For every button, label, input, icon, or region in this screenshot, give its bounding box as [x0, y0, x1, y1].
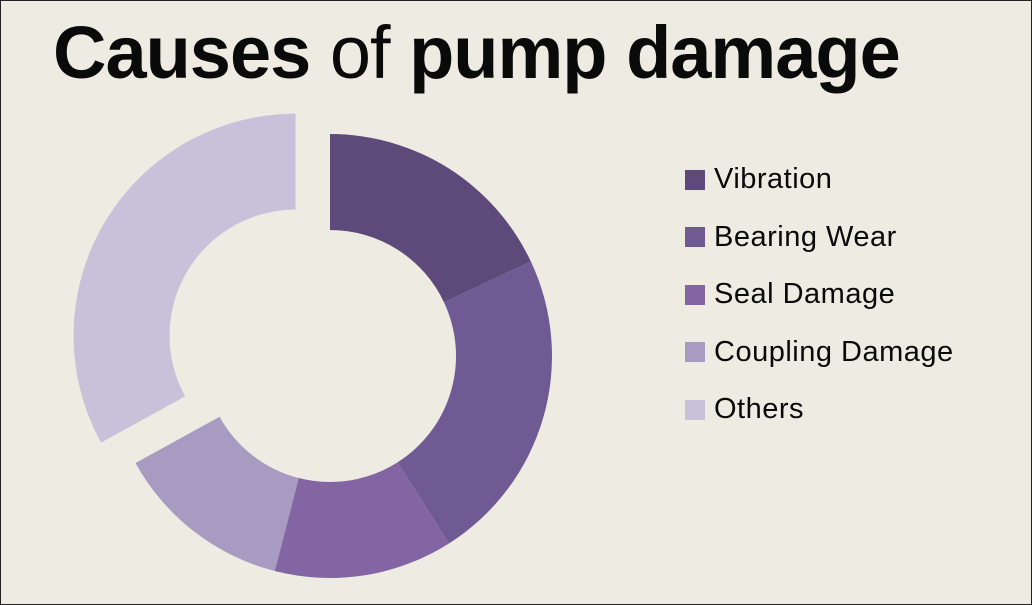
- legend-item-vibration: Vibration: [685, 151, 954, 209]
- legend-item-seal-damage: Seal Damage: [685, 266, 954, 324]
- title-part-of: of: [310, 11, 410, 94]
- legend-swatch: [685, 227, 705, 248]
- legend-item-bearing-wear: Bearing Wear: [685, 209, 954, 267]
- legend-swatch: [685, 284, 705, 305]
- legend: Vibration Bearing Wear Seal Damage Coupling…: [685, 151, 954, 439]
- legend-item-others: Others: [685, 381, 954, 439]
- legend-label: Vibration: [714, 163, 833, 196]
- legend-label: Coupling Damage: [714, 335, 954, 368]
- title-part-pump-damage: pump damage: [409, 11, 901, 94]
- slice-coupling-damage: [135, 416, 299, 572]
- slice-vibration: [330, 134, 531, 303]
- legend-item-coupling-damage: Coupling Damage: [685, 324, 954, 382]
- legend-label: Bearing Wear: [714, 220, 897, 253]
- slice-seal-damage: [274, 462, 449, 579]
- legend-label: Seal Damage: [714, 278, 896, 311]
- title-part-causes: Causes: [53, 11, 311, 94]
- legend-swatch: [685, 342, 705, 363]
- chart-title: Causes of pump damage: [53, 5, 901, 101]
- slice-others: [73, 113, 296, 443]
- legend-swatch: [685, 399, 705, 420]
- slice-bearing-wear: [397, 261, 552, 544]
- legend-swatch: [685, 169, 705, 190]
- legend-label: Others: [714, 393, 805, 426]
